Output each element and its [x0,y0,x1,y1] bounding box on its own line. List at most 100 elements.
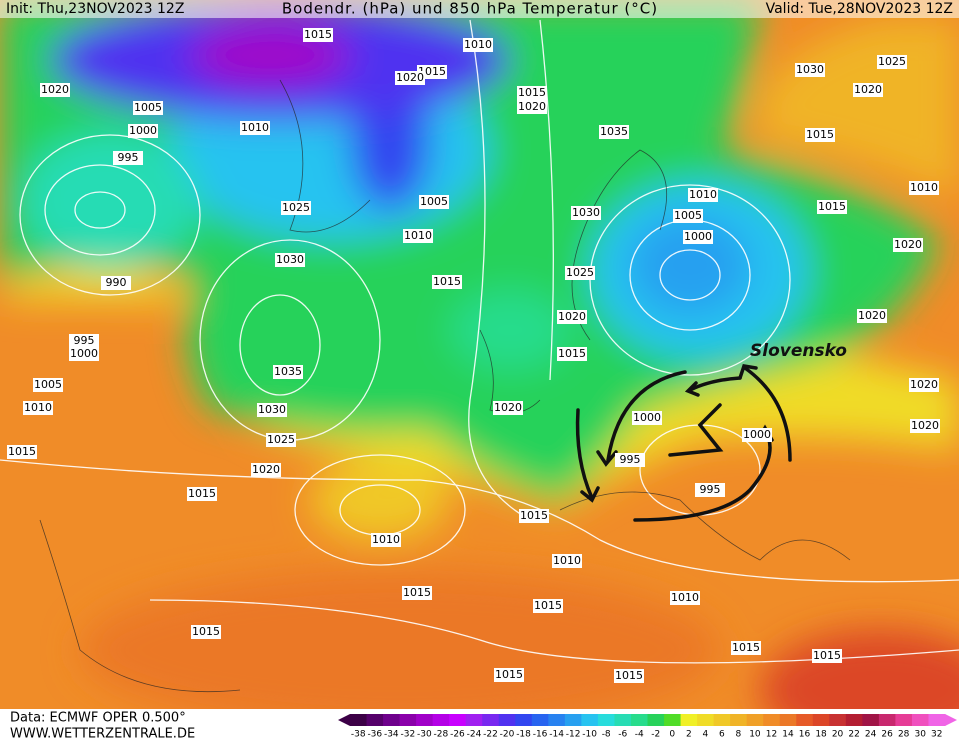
isobar-label-bg [40,83,70,97]
scale-tick-label: 20 [832,730,844,740]
isobar-label-bg [33,378,63,392]
scale-swatch [597,714,615,726]
scale-swatch [895,714,913,726]
isobar-label-bg [893,238,923,252]
scale-tick-label: 14 [782,730,794,740]
isobar-label: 1010 [372,533,400,546]
isobar-label: 1000 [633,411,661,424]
isobar-label-bg [812,649,842,663]
isobar-label-bg [403,229,433,243]
isobar-label: 1010 [553,554,581,567]
isobar-label: 1020 [558,310,586,323]
isobar-label: 1015 [732,641,760,654]
isobar-label-bg [615,453,645,467]
isobar-label-bg [463,38,493,52]
isobar-lines [0,19,959,664]
scale-tick-label: 2 [686,730,692,740]
isobar-label-bg [853,83,883,97]
scale-arrow-right [945,714,957,726]
isobar-label-bg [251,463,281,477]
isobar-label-bg [371,533,401,547]
isobar-label: 1015 [304,28,332,41]
scale-swatch [829,714,847,726]
isobar-label-bg [7,445,37,459]
isobar-label-bg [402,586,432,600]
scale-tick-label: 8 [736,730,742,740]
isobar-label: 1025 [566,266,594,279]
header-band [0,0,959,18]
isobar-label: 995 [118,151,139,164]
scale-tick-label: 6 [719,730,725,740]
isobar-label-bg [303,28,333,42]
isobar-label: 1000 [129,124,157,137]
isobar-label: 1000 [684,230,712,243]
scale-tick-label: -26 [450,730,465,740]
website: WWW.WETTERZENTRALE.DE [10,727,195,741]
init-time: Init: Thu,23NOV2023 12Z [6,1,184,17]
isobar-label-bg [877,55,907,69]
isobar-label: 1025 [267,433,295,446]
scale-tick-label: 4 [702,730,708,740]
scale-tick-label: 0 [669,730,675,740]
scale-tick-label: -12 [566,730,581,740]
isobar-label-bg [817,200,847,214]
data-source: Data: ECMWF OPER 0.500° [10,711,186,726]
isobar-label: 1030 [276,253,304,266]
scale-swatch [928,714,946,726]
coastlines [39,79,851,693]
scale-swatch [697,714,715,726]
isobar-label: 1020 [252,463,280,476]
isobar-label: 1015 [403,586,431,599]
isobar-label-bg [113,151,143,165]
isobar-label: 1005 [34,378,62,391]
isobar-label-bg [857,309,887,323]
isobar-label: 990 [106,276,127,289]
isobar-label-bg [533,599,563,613]
scale-tick-label: 26 [881,730,893,740]
isobar-label: 1010 [689,188,717,201]
isobar-label-bg [557,347,587,361]
isobar-label-bg [552,554,582,568]
isobar-label: 1015 [433,275,461,288]
scale-swatch [416,714,434,726]
isobar-label: 1015 [813,649,841,662]
scale-tick-label: 32 [931,730,942,740]
isobar-label-bg [557,310,587,324]
isobar-label-bg [909,181,939,195]
scale-swatch [449,714,467,726]
isobar-label-bg [517,86,547,100]
valid-time: Valid: Tue,28NOV2023 12Z [766,1,953,17]
scale-swatch [383,714,401,726]
scale-swatch [366,714,384,726]
isobar-label: 1035 [274,365,302,378]
scale-swatch [862,714,880,726]
scale-swatch [498,714,516,726]
isobar-label-bg [695,483,725,497]
scale-tick-label: -8 [602,730,611,740]
scale-swatch [796,714,814,726]
isobar-label-bg [795,63,825,77]
isobar-label-bg [910,419,940,433]
scale-swatch [812,714,830,726]
isobar-label: 1010 [464,38,492,51]
isobar-label-bg [632,411,662,425]
scale-swatch [548,714,566,726]
isobar-label-bg [673,209,703,223]
scale-tick-label: -36 [367,730,382,740]
isobar-label-bg [519,509,549,523]
isobar-label-bg [614,669,644,683]
scale-swatch [746,714,764,726]
isobar-label: 1000 [743,428,771,441]
isobar-label-bg [191,625,221,639]
isobar-label: 995 [620,453,641,466]
scale-tick-label: -24 [467,730,482,740]
scale-tick-label: -38 [351,730,366,740]
isobar-label: 1010 [404,229,432,242]
map-title: Bodendr. (hPa) und 850 hPa Temperatur (°… [282,0,658,18]
scale-tick-label: -10 [582,730,597,740]
isobar-label: 1010 [241,121,269,134]
scale-tick-label: -16 [533,730,548,740]
scale-tick-label: 10 [749,730,761,740]
